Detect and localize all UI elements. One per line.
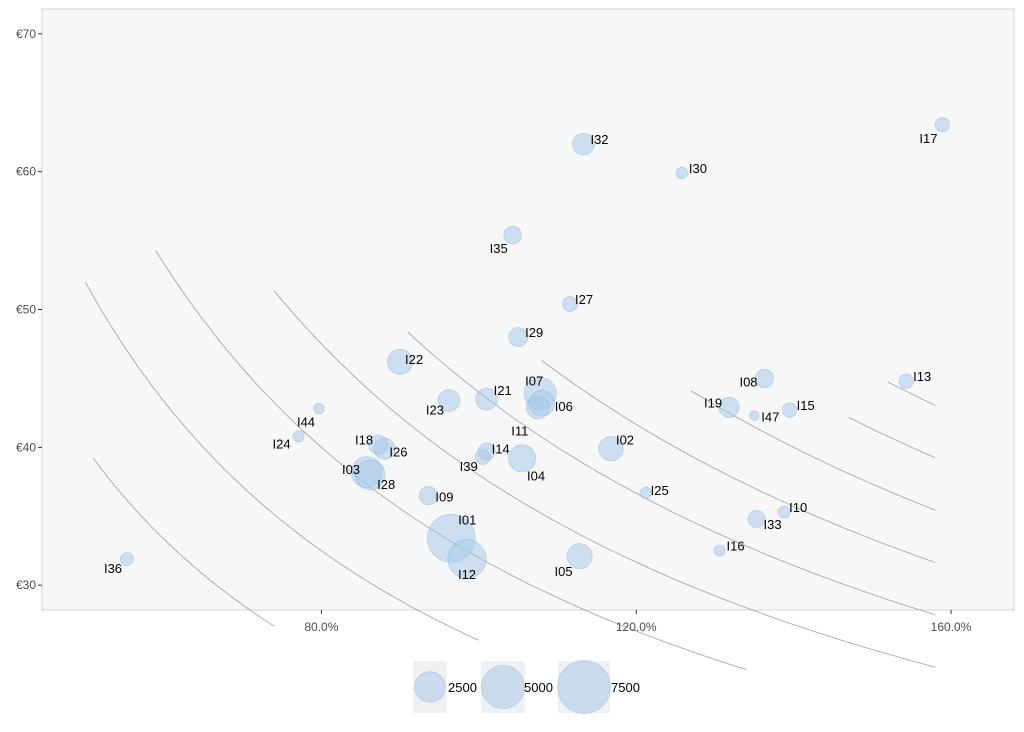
point-label: I22	[405, 352, 423, 367]
size-legend: 2500 5000 7500	[413, 660, 640, 714]
point-label: I21	[494, 383, 512, 398]
point-label: I02	[616, 433, 634, 448]
point-labels: I01 I12 I02 I03 I28 I26 I18 I04 I05 I06 I07 I11 I08 I…	[104, 131, 937, 582]
point-label: I16	[727, 539, 745, 554]
point-label: I17	[919, 131, 937, 146]
iso-curve	[273, 290, 936, 668]
point-label: I19	[704, 395, 722, 410]
data-point	[437, 389, 461, 412]
point-label: I01	[458, 512, 476, 527]
x-tick-label: 80.0%	[304, 620, 338, 634]
point-label: I14	[492, 442, 510, 457]
data-point	[598, 436, 624, 462]
data-point	[713, 544, 726, 557]
point-label: I08	[739, 374, 757, 389]
point-label: I10	[789, 500, 807, 515]
data-point	[292, 430, 305, 443]
y-tick-label: €30	[16, 578, 36, 592]
legend-label: 7500	[611, 680, 640, 695]
data-point	[566, 543, 593, 570]
legend-circle	[480, 665, 525, 710]
plot-panel	[41, 8, 1015, 611]
x-tick-label: 160.0%	[931, 620, 972, 634]
y-tick-label: €50	[16, 303, 36, 317]
data-point	[777, 505, 791, 519]
point-label: I04	[527, 468, 545, 483]
data-point	[525, 395, 550, 420]
data-point	[747, 509, 766, 528]
point-label: I12	[458, 567, 476, 582]
data-point	[639, 486, 652, 499]
point-label: I33	[764, 517, 782, 532]
data-point	[749, 410, 760, 421]
data-point	[572, 132, 595, 156]
iso-curve	[887, 381, 936, 406]
data-point	[782, 402, 798, 418]
point-label: I09	[435, 490, 453, 505]
point-label: I29	[525, 325, 543, 340]
point-label: I11	[511, 423, 528, 438]
point-label: I25	[651, 483, 669, 498]
data-point	[934, 117, 951, 133]
data-point	[562, 296, 578, 312]
iso-curve	[84, 281, 479, 641]
data-point	[718, 396, 740, 418]
data-point	[387, 348, 414, 375]
point-label: I03	[342, 462, 360, 477]
point-label: I24	[273, 436, 291, 451]
point-label: I13	[913, 369, 931, 384]
point-label: I36	[104, 561, 122, 576]
point-label: I26	[389, 445, 407, 460]
legend-circle	[557, 660, 611, 714]
data-point	[754, 368, 775, 388]
point-label: I06	[555, 399, 573, 414]
y-tick-label: €40	[16, 440, 36, 454]
data-point	[508, 327, 529, 348]
y-axis: €30 €40 €50 €60 €70	[16, 27, 42, 592]
data-point	[313, 403, 325, 415]
legend-circle	[414, 671, 446, 703]
iso-curve	[848, 416, 936, 459]
data-point	[503, 225, 523, 245]
point-label: I28	[377, 477, 395, 492]
data-point	[474, 449, 491, 465]
data-point	[898, 373, 914, 389]
x-axis: 80.0% 120.0% 160.0%	[304, 610, 972, 634]
iso-curve	[541, 360, 936, 563]
x-tick-label: 120.0%	[616, 620, 657, 634]
data-point	[368, 434, 389, 455]
legend-label: 5000	[524, 680, 553, 695]
data-points	[120, 117, 951, 579]
point-label: I05	[555, 564, 573, 579]
data-point	[354, 459, 386, 491]
data-point	[418, 485, 438, 506]
point-label: I35	[490, 241, 508, 256]
iso-curve	[92, 457, 275, 627]
point-label: I15	[797, 398, 815, 413]
y-tick-label: €70	[16, 27, 36, 41]
point-label: I23	[426, 403, 444, 418]
point-label: I39	[460, 459, 478, 474]
data-point	[675, 166, 689, 180]
data-point	[447, 539, 487, 579]
point-label: I30	[689, 161, 707, 176]
y-tick-label: €60	[16, 165, 36, 179]
point-label: I07	[525, 374, 543, 389]
point-label: I27	[575, 292, 593, 307]
point-label: I18	[355, 433, 373, 448]
data-point	[120, 552, 134, 566]
point-label: I32	[590, 132, 608, 147]
legend-label: 2500	[448, 680, 477, 695]
point-label: I47	[761, 410, 779, 425]
data-point	[508, 444, 537, 473]
data-point	[475, 387, 499, 411]
point-label: I44	[297, 415, 315, 430]
